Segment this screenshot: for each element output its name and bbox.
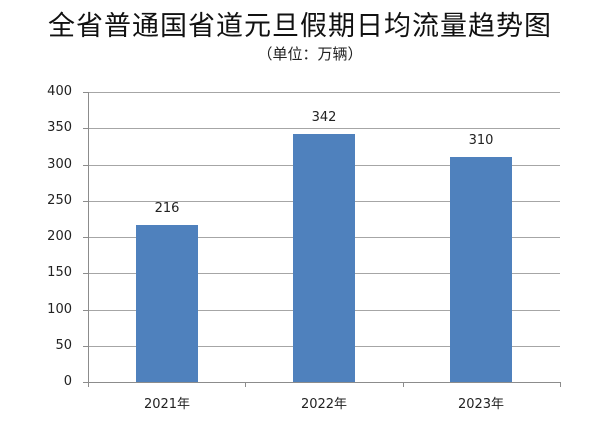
y-tick-label: 350	[47, 120, 72, 136]
chart-subtitle: （单位：万辆）	[257, 45, 363, 63]
y-tick-label: 300	[47, 156, 72, 172]
x-tick-label: 2022年	[300, 397, 348, 412]
y-tick-mark	[83, 309, 88, 311]
x-axis-line	[88, 382, 561, 383]
y-tick-mark	[83, 273, 88, 275]
data-label: 310	[468, 133, 494, 148]
y-tick-mark	[83, 128, 88, 130]
y-tick-label: 0	[63, 374, 72, 389]
gridline	[88, 128, 560, 130]
gridline	[88, 92, 560, 93]
y-tick-mark	[83, 92, 88, 93]
chart-title: 全省普通国省道元旦假期日均流量趋势图	[48, 11, 552, 42]
x-tick-label: 2021年	[143, 397, 191, 412]
bar-2022年	[293, 134, 355, 382]
y-tick-label: 150	[47, 265, 72, 281]
y-tick-mark	[83, 200, 88, 202]
bar-2023年	[450, 157, 512, 382]
y-tick-mark	[83, 237, 88, 238]
y-tick-label: 50	[55, 337, 72, 353]
y-tick-mark	[83, 164, 88, 166]
y-axis-line	[88, 92, 89, 387]
y-tick-label: 250	[47, 192, 72, 208]
data-label: 216	[154, 201, 180, 216]
y-tick-mark	[83, 345, 88, 347]
x-tick-label: 2023年	[457, 397, 505, 412]
y-tick-label: 400	[47, 84, 72, 99]
y-tick-mark	[83, 382, 88, 383]
x-tick-mark	[245, 382, 246, 387]
y-tick-label: 100	[47, 301, 72, 317]
x-tick-mark	[403, 382, 404, 387]
x-tick-mark	[88, 382, 89, 387]
x-tick-mark	[560, 382, 561, 387]
bar-2021年	[136, 225, 198, 382]
y-tick-label: 200	[47, 229, 72, 244]
data-label: 342	[311, 110, 337, 125]
